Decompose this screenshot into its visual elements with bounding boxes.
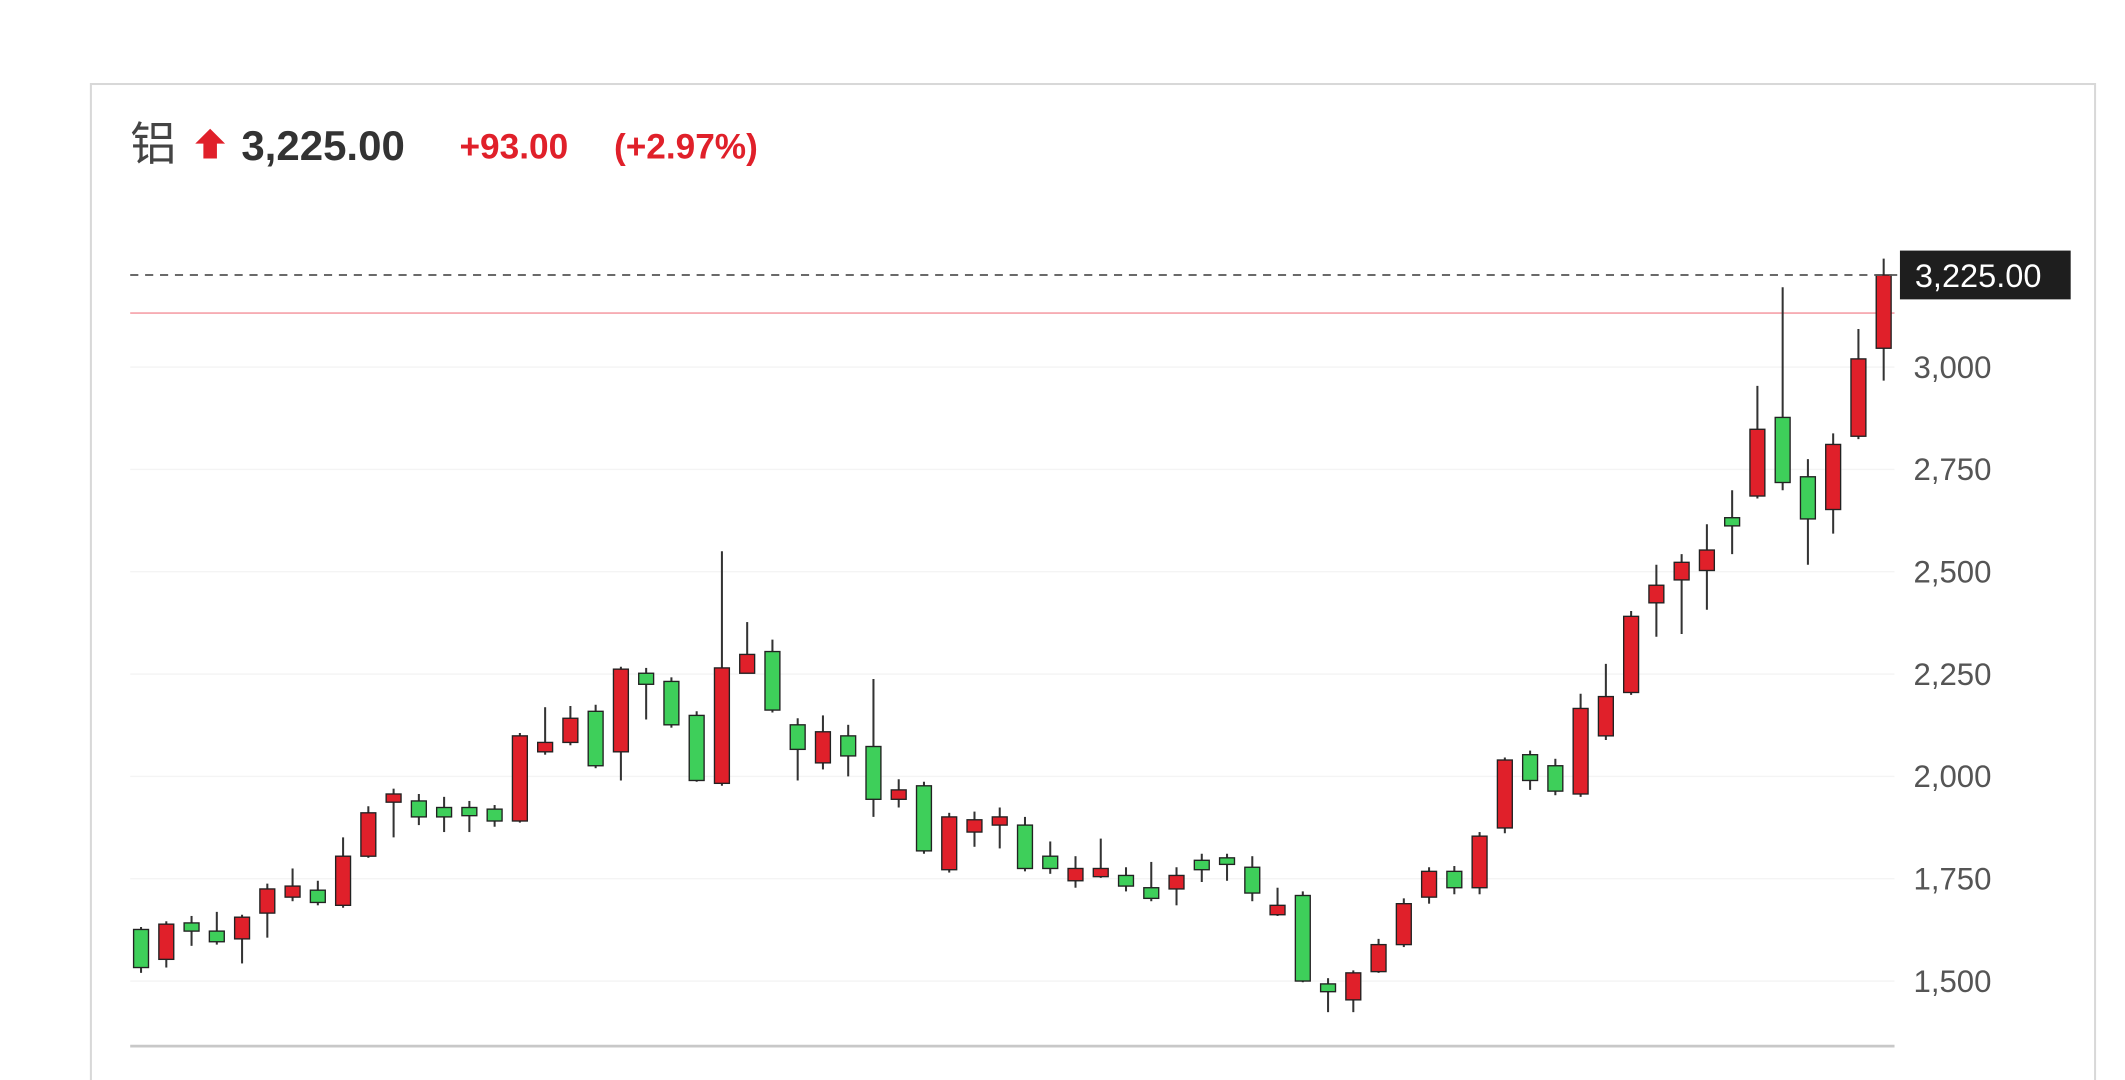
candle-body [284,885,301,898]
candle-body [1825,443,1842,511]
candle-body [537,741,554,753]
price: 3,225.00 [241,122,405,169]
candle-body [688,714,705,782]
candle-body [410,800,427,818]
candle-body [1269,904,1286,916]
candle-body [663,680,680,726]
last-price-label: 3,225.00 [1915,258,2042,294]
candle-body [1092,867,1109,878]
candle-body [486,808,503,822]
candle-body [1850,358,1867,437]
change: +93.00 [459,128,568,167]
candle-body [132,928,150,969]
candle-body [511,735,529,822]
candle-body [1345,972,1362,1001]
candle-body [1496,759,1513,829]
candle-body [259,888,276,914]
candle-body [764,650,781,711]
candle-body [1420,870,1438,898]
change-percent: (+2.97%) [614,128,758,167]
y-tick-label: 2,000 [1913,759,1991,794]
candle-body [638,672,655,685]
candle-body [385,793,402,803]
candle-body [1774,416,1791,484]
y-tick-label: 1,750 [1913,862,1991,897]
candle-body [1648,584,1665,604]
candle-body [1673,561,1690,581]
candle-body [1799,476,1817,520]
candle-body [1875,274,1892,349]
candle-body [1168,874,1185,890]
candle-body [1016,824,1034,870]
candle-body [208,930,225,943]
candle-body [941,816,958,871]
y-tick-label: 1,500 [1913,964,1991,999]
candle-body [233,916,251,940]
candle-body [840,735,857,757]
candle-body [1370,943,1387,973]
candle-body [1572,707,1589,795]
candle-body [1724,517,1741,527]
y-tick-label: 3,000 [1913,350,1991,385]
y-tick-label: 2,250 [1913,657,1991,692]
candle-body [1749,428,1766,497]
candle-body [360,812,377,857]
up-arrow [195,128,226,159]
y-tick-label: 2,500 [1913,555,1991,590]
candle-body [1597,695,1614,737]
candle-body [915,785,933,852]
candle-body [814,731,832,764]
candle-body [1698,549,1716,572]
panel [89,82,2097,1080]
candle-body [1193,859,1210,871]
candle-body [612,668,630,753]
candle-body [334,855,352,906]
candle-body [1294,894,1311,982]
candle-body [1143,887,1160,900]
candle-body [461,806,478,817]
symbol-name: 铝 [130,118,176,170]
candle-body [865,745,882,800]
candle-body [1471,835,1488,889]
candle-body [1319,983,1337,993]
candle-body [309,889,326,904]
candle-body [1218,857,1236,866]
candle-body [587,710,604,767]
candle-body [713,667,731,785]
candle-body [890,789,907,800]
candle-body [1244,866,1261,894]
candle-body [1117,874,1135,887]
candle-body [1395,903,1412,946]
candle-body [1042,855,1059,870]
candle-body [1622,615,1640,694]
candle-body [966,819,983,833]
candle-body [562,717,579,744]
candle-body [1521,754,1539,782]
candle-body [789,724,806,751]
candle-body [1547,765,1564,792]
y-tick-label: 2,750 [1913,452,1991,487]
candle-body [435,806,453,818]
last-price-box [1899,250,2071,300]
candle-body [1446,870,1463,889]
candle-body [991,816,1008,826]
candle-body [1067,867,1084,882]
candle-body [739,653,756,674]
candle-body [158,923,175,961]
candle-body [183,922,200,932]
